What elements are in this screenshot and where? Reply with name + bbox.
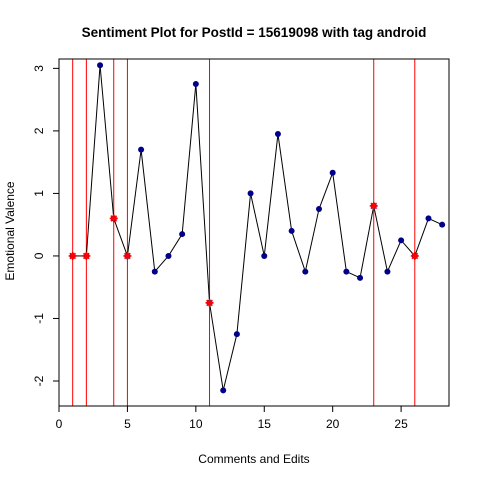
- series-segment-4: [126, 149, 142, 257]
- data-point-14: [261, 252, 268, 259]
- data-point-18: [316, 206, 322, 213]
- x-tick-label-15: 15: [258, 417, 272, 431]
- data-point-27: [439, 221, 446, 228]
- plot-area: [68, 59, 446, 406]
- edit-marker-stroke: [124, 252, 131, 260]
- data-point-12: [233, 331, 240, 338]
- edit-marker-stroke: [370, 202, 378, 210]
- data-point-13: [247, 190, 254, 197]
- data-point-19: [329, 169, 336, 176]
- data-point-26: [425, 215, 432, 222]
- data-point-9: [192, 81, 199, 88]
- series-segment-8: [181, 83, 197, 235]
- edit-marker-stroke: [110, 215, 118, 222]
- series-segment-11: [222, 333, 238, 391]
- series-segment-2: [99, 65, 115, 219]
- data-point-7: [165, 252, 172, 259]
- series-segment-25: [414, 218, 429, 257]
- series-segment-18: [318, 172, 334, 210]
- series-segment-10: [209, 302, 224, 391]
- edit-marker-0: [68, 251, 77, 260]
- x-tick-label-10: 10: [189, 417, 203, 431]
- series-segment-7: [168, 233, 183, 257]
- series-segment-16: [291, 230, 306, 272]
- edit-marker-5: [369, 201, 378, 210]
- data-point-23: [384, 268, 391, 275]
- series-segment-13: [250, 193, 265, 257]
- y-tick-label-0: 0: [32, 252, 46, 259]
- data-point-2: [97, 62, 104, 69]
- edit-marker-2: [109, 214, 118, 223]
- series-segment-17: [304, 208, 320, 272]
- edit-marker-6: [410, 251, 419, 260]
- series-segment-1: [85, 65, 101, 256]
- chart-title: Sentiment Plot for PostId = 15619098 wit…: [82, 25, 427, 40]
- x-tick-label-25: 25: [394, 417, 408, 431]
- data-point-6: [151, 268, 158, 275]
- data-point-11: [220, 387, 227, 394]
- edit-marker-stroke: [83, 252, 90, 260]
- series-segment-3: [113, 218, 128, 257]
- series-segment-21: [359, 205, 375, 278]
- series-segment-6: [154, 255, 169, 272]
- y-tick-label-1: 1: [32, 190, 46, 197]
- y-tick-label--1: -1: [32, 313, 46, 324]
- data-point-8: [179, 231, 186, 238]
- y-axis-label: Emotional Valence: [3, 181, 17, 280]
- series-segment-14: [263, 133, 279, 257]
- data-point-24: [398, 237, 405, 244]
- plot-frame: [58, 58, 450, 407]
- y-tick-label-2: 2: [32, 127, 46, 134]
- series-segment-23: [386, 240, 402, 272]
- x-axis-label: Comments and Edits: [198, 452, 309, 466]
- edit-marker-3: [123, 251, 132, 260]
- series-segment-12: [236, 193, 252, 335]
- edit-marker-1: [82, 251, 91, 260]
- edit-marker-4: [205, 298, 214, 307]
- series-segment-19: [332, 172, 347, 272]
- data-point-20: [343, 268, 350, 275]
- x-tick-label-5: 5: [124, 417, 131, 431]
- data-point-15: [274, 131, 281, 138]
- data-point-16: [288, 227, 295, 234]
- edit-marker-stroke: [411, 252, 419, 260]
- data-point-21: [357, 274, 364, 281]
- edit-marker-stroke: [69, 252, 77, 260]
- y-axis: -2 -1 0 1 2 3: [32, 65, 59, 386]
- x-tick-label-0: 0: [56, 417, 63, 431]
- series-segment-15: [277, 133, 293, 232]
- series-segment-9: [195, 83, 211, 303]
- edit-marker-stroke: [206, 299, 213, 307]
- x-tick-label-20: 20: [326, 417, 340, 431]
- y-tick-label-3: 3: [32, 65, 46, 72]
- data-point-17: [302, 268, 309, 275]
- data-point-5: [138, 146, 145, 153]
- x-axis: 0 5 10 15 20 25: [56, 406, 408, 431]
- series-segment-22: [373, 205, 388, 272]
- series-segment-5: [140, 149, 156, 272]
- y-tick-label--2: -2: [32, 375, 46, 386]
